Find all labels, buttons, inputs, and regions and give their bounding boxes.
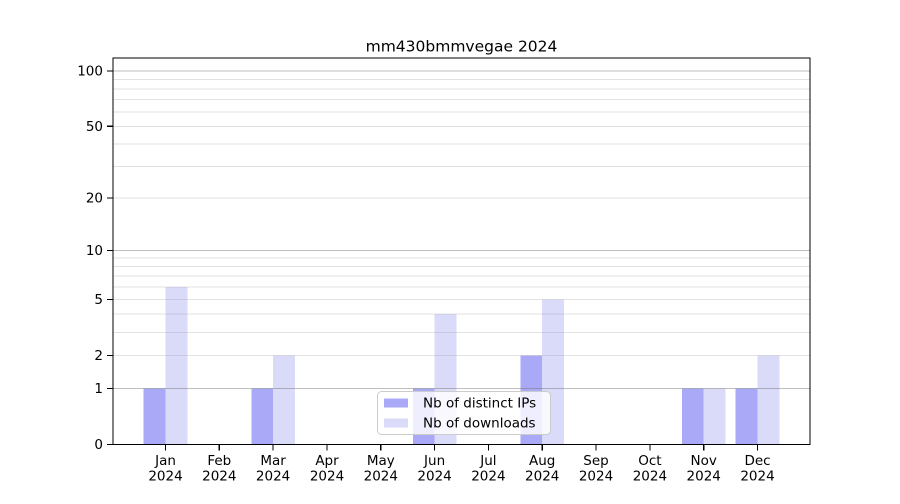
y-axis-tick-label-100: 100 [77,64,103,80]
x-axis-tick-label-feb: Feb 2024 [202,453,236,485]
y-axis-tick-label-50: 50 [86,119,103,135]
plot-border [112,57,811,446]
bar-distinct-ips-nov [681,388,704,445]
x-axis-tick-label-nov: Nov 2024 [687,453,721,485]
legend-swatch-downloads [384,418,408,428]
labels-layer: 0 1 2 5 10 20 50 100 Jan 2024 Feb 2024 Mar 2024 Apr 202… [77,64,774,485]
x-axis-tick-label-aug: Aug 2024 [525,453,559,485]
legend-swatch-distinct-ips [384,398,408,408]
x-axis-tick-label-dec: Dec 2024 [740,453,774,485]
x-axis-tick-label-mar: Mar 2024 [256,453,290,485]
bar-downloads-nov [703,388,726,445]
x-axis-tick-label-jun: Jun 2024 [417,453,451,485]
x-axis-tick-label-apr: Apr 2024 [310,453,344,485]
y-axis-tick-label-0: 0 [94,437,103,453]
bar-distinct-ips-jan [143,388,166,445]
x-axis-tick-label-oct: Oct 2024 [633,453,667,485]
y-axis-tick-label-5: 5 [94,292,103,308]
legend-label-downloads: Nb of downloads [423,416,536,432]
bar-distinct-ips-dec [735,388,758,445]
chart-title: mm430bmmvegae 2024 [366,38,558,56]
legend-box [377,391,551,435]
bar-downloads-mar [273,355,295,445]
bar-downloads-jan [165,287,188,445]
x-axis-tick-label-jan: Jan 2024 [148,453,182,485]
legend: Nb of distinct IPs Nb of downloads [377,391,551,435]
legend-label-distinct-ips: Nb of distinct IPs [423,396,536,412]
bar-distinct-ips-mar [251,388,274,445]
axes-layer [107,57,811,451]
y-axis-tick-label-1: 1 [94,381,103,397]
bar-downloads-dec [757,355,780,445]
y-axis-tick-label-10: 10 [86,243,103,259]
x-axis-tick-label-may: May 2024 [364,453,398,485]
x-axis-tick-label-sep: Sep 2024 [579,453,613,485]
y-axis-tick-label-20: 20 [86,191,103,207]
gridlines-layer [113,70,810,389]
y-axis-tick-label-2: 2 [94,348,103,364]
x-axis-tick-label-jul: Jul 2024 [471,453,505,485]
